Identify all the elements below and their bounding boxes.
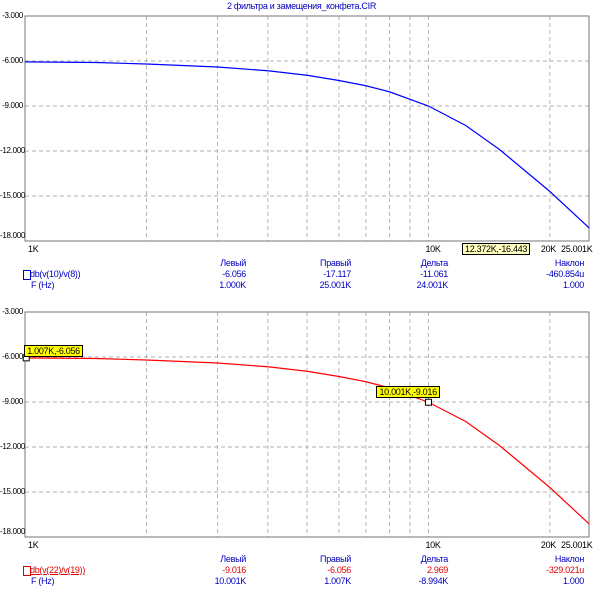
measure-value: -11.061	[420, 269, 448, 279]
measure-value: 1.000	[562, 576, 584, 586]
trace-checkbox[interactable]	[23, 270, 31, 280]
x-variable-label: F (Hz)	[31, 576, 55, 586]
x-tick-label: 10K	[425, 244, 441, 254]
measure-header: Левый	[220, 258, 246, 268]
x-tick-label: 10K	[425, 540, 441, 550]
plot-frame	[24, 15, 590, 242]
measure-value: -6.056	[222, 269, 246, 279]
cursor-tooltip: 12.372K,-16.443	[462, 243, 531, 255]
y-tick-label: -18.000	[0, 231, 26, 240]
measure-value: 1.007K	[324, 576, 351, 586]
y-tick-label: -18.000	[0, 527, 26, 536]
x-tick-label: 25.001K	[561, 244, 593, 254]
x-tick-label: 20K	[540, 244, 557, 254]
measure-value: 1.000	[562, 280, 584, 290]
measure-value: -8.994K	[418, 576, 449, 586]
chart-title: 2 фильтра и замещения_конфета.CIR	[226, 1, 377, 11]
y-tick-label: -15.000	[0, 191, 26, 200]
y-tick-label: -9.000	[2, 397, 23, 406]
y-tick-label: -9.000	[2, 101, 23, 110]
y-tick-label: -15.000	[0, 487, 26, 496]
trace-label[interactable]: db(v(22)/v(19))	[23, 565, 85, 576]
y-tick-label: -6.000	[2, 56, 23, 65]
cursor-label: 1.007K,-6.056	[24, 344, 83, 357]
cursor-marker	[424, 398, 432, 406]
x-tick-label: 20K	[540, 540, 557, 550]
measure-value: -6.056	[327, 565, 351, 575]
cursor-label: 10.001K,-9.016	[376, 386, 440, 399]
x-tick-label: 25.001K	[561, 540, 593, 550]
series-line-2	[24, 357, 590, 525]
measure-value: -17.117	[323, 269, 351, 279]
y-tick-label: -3.000	[2, 11, 23, 20]
trace-label[interactable]: db(v(10)/v(8))	[23, 269, 81, 280]
measure-value: 24.001K	[416, 280, 449, 290]
x-variable-label: F (Hz)	[31, 280, 55, 290]
trace-checkbox[interactable]	[23, 566, 31, 576]
x-tick-label: 1K	[28, 540, 39, 550]
measure-value: -329.021u	[546, 565, 584, 575]
measure-header: Наклон	[554, 554, 584, 564]
y-tick-label: -6.000	[2, 352, 23, 361]
y-tick-label: -12.000	[0, 442, 26, 451]
measure-header: Дельта	[420, 258, 449, 268]
measure-header: Правый	[320, 554, 351, 564]
measure-value: 2.969	[426, 565, 448, 575]
measure-header: Наклон	[554, 258, 584, 268]
measure-value: 25.001K	[319, 280, 352, 290]
measure-value: -460.854u	[546, 269, 584, 279]
y-tick-label: -3.000	[2, 307, 23, 316]
plot-frame	[24, 311, 590, 538]
measure-header: Правый	[320, 258, 351, 268]
measure-value: 10.001K	[214, 576, 247, 586]
x-tick-label: 1K	[28, 244, 39, 254]
series-line-1	[24, 61, 590, 229]
y-tick-label: -12.000	[0, 146, 26, 155]
measure-header: Дельта	[420, 554, 449, 564]
measure-value: -9.016	[222, 565, 246, 575]
measure-value: 1.000K	[219, 280, 246, 290]
measure-header: Левый	[220, 554, 246, 564]
